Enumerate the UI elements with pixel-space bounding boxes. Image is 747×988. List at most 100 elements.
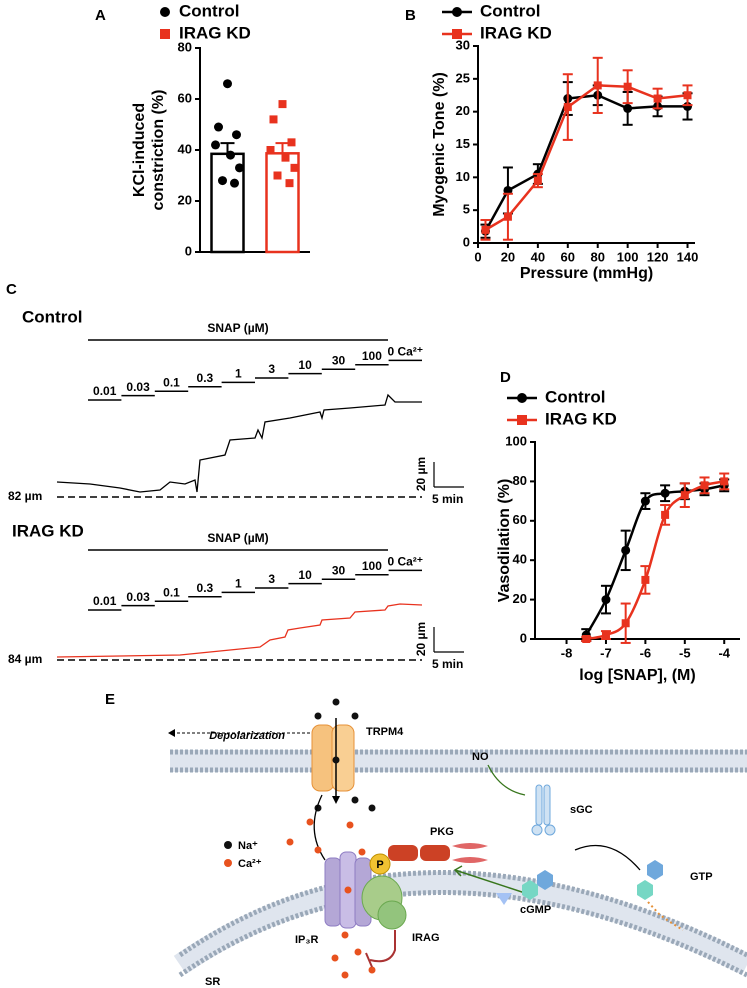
data-point — [503, 185, 513, 195]
data-point — [563, 103, 572, 112]
y-tick-label: 20 — [513, 591, 527, 606]
panel-label: E — [105, 691, 115, 708]
data-point — [623, 82, 632, 91]
concentration-label: 0.01 — [93, 384, 117, 398]
ion — [368, 966, 376, 974]
diagram-label: P — [376, 859, 383, 871]
data-point — [285, 179, 294, 188]
y-tick-label: 30 — [456, 37, 470, 52]
ion — [351, 796, 359, 804]
panel-label: C — [6, 281, 17, 298]
y-tick-label: 60 — [513, 512, 527, 527]
y-tick-label: 15 — [456, 136, 470, 151]
y-tick-label: 0 — [463, 234, 470, 249]
x-tick-label: -6 — [640, 645, 652, 660]
y-tick-label: 25 — [456, 70, 470, 85]
diagram-label: cGMP — [520, 904, 551, 916]
y-tick-label: 0 — [520, 630, 527, 645]
diagram-label: IRAG — [412, 932, 440, 944]
concentration-label: 1 — [235, 577, 242, 591]
arrowhead — [453, 865, 463, 877]
y-tick-label: 40 — [513, 552, 527, 567]
diagram-label: NO — [472, 751, 489, 763]
y-tick-label: 100 — [505, 433, 527, 448]
scale-label: 5 min — [432, 657, 463, 671]
ion — [354, 948, 362, 956]
ion — [331, 954, 339, 962]
diagram-label: TRPM4 — [366, 726, 404, 738]
y-tick-label: 60 — [178, 90, 192, 105]
arrowhead — [168, 729, 175, 737]
data-point — [230, 178, 239, 188]
series-line — [586, 480, 725, 641]
diagram-label: Ca²⁺ — [238, 858, 262, 870]
concentration-label: 10 — [298, 358, 312, 372]
data-point — [680, 491, 689, 500]
y-tick-label: 5 — [463, 202, 470, 217]
data-point — [640, 496, 650, 506]
x-tick-label: 140 — [677, 249, 699, 264]
ion — [286, 838, 294, 846]
inhibition-bar — [365, 952, 373, 968]
legend-label: Control — [480, 1, 540, 20]
irag-protein — [377, 900, 407, 930]
legend-marker — [160, 7, 170, 17]
y-tick-label: 20 — [456, 103, 470, 118]
data-point — [278, 100, 287, 109]
baseline-label: 84 µm — [8, 652, 42, 666]
sgc — [531, 824, 543, 836]
diagram: Depolarization TRPM4 NO sGC Na⁺ Ca²⁺ PKG… — [168, 698, 747, 988]
concentration-label: 0.03 — [126, 380, 150, 394]
ion — [341, 971, 349, 979]
data-point — [720, 477, 729, 486]
legend-ion — [224, 859, 232, 867]
arrow — [574, 844, 641, 871]
data-point — [621, 619, 630, 628]
concentration-label: 0.1 — [163, 375, 180, 389]
data-point — [290, 163, 299, 172]
ion — [314, 712, 322, 720]
pkg-domain — [452, 843, 488, 863]
concentration-label: 0.3 — [197, 581, 214, 595]
data-point — [700, 481, 709, 490]
y-axis-label: Myogenic Tone (%) — [431, 72, 448, 217]
arrowhead — [332, 796, 340, 804]
data-point — [232, 130, 241, 140]
ion — [346, 821, 354, 829]
trace — [56, 393, 422, 493]
y-tick-label: 10 — [456, 169, 470, 184]
data-point — [226, 150, 235, 160]
data-point — [223, 79, 232, 89]
scale-label: 5 min — [432, 492, 463, 506]
legend-label: IRAG KD — [480, 23, 552, 42]
data-point — [533, 176, 542, 185]
concentration-label: 100 — [362, 559, 382, 573]
x-tick-label: 60 — [561, 249, 575, 264]
ion — [314, 846, 322, 854]
y-tick-label: 0 — [185, 243, 192, 258]
arrow — [487, 764, 526, 796]
panel-label: D — [500, 369, 511, 386]
ion — [358, 848, 366, 856]
x-tick-label: 120 — [647, 249, 669, 264]
sgc — [543, 784, 551, 826]
cgmp — [496, 893, 512, 905]
diagram-label: SR — [205, 976, 220, 988]
scale-label: 20 µm — [414, 457, 428, 491]
data-point — [621, 545, 631, 555]
sweep-title: Control — [22, 307, 82, 326]
scale-label: 20 µm — [414, 622, 428, 656]
cgmp — [537, 870, 553, 890]
panel-label: B — [405, 7, 416, 24]
panel-label: A — [95, 7, 106, 24]
concentration-label: 0 Ca²⁺ — [387, 555, 423, 569]
diagram-label: Na⁺ — [238, 840, 258, 852]
x-tick-label: 0 — [474, 249, 481, 264]
concentration-label: 0 Ca²⁺ — [387, 345, 423, 359]
phosphate — [369, 853, 391, 875]
data-point — [623, 103, 633, 113]
ip3r-channel — [324, 857, 342, 927]
diagram-label: GTP — [690, 871, 713, 883]
concentration-label: 0.3 — [197, 371, 214, 385]
